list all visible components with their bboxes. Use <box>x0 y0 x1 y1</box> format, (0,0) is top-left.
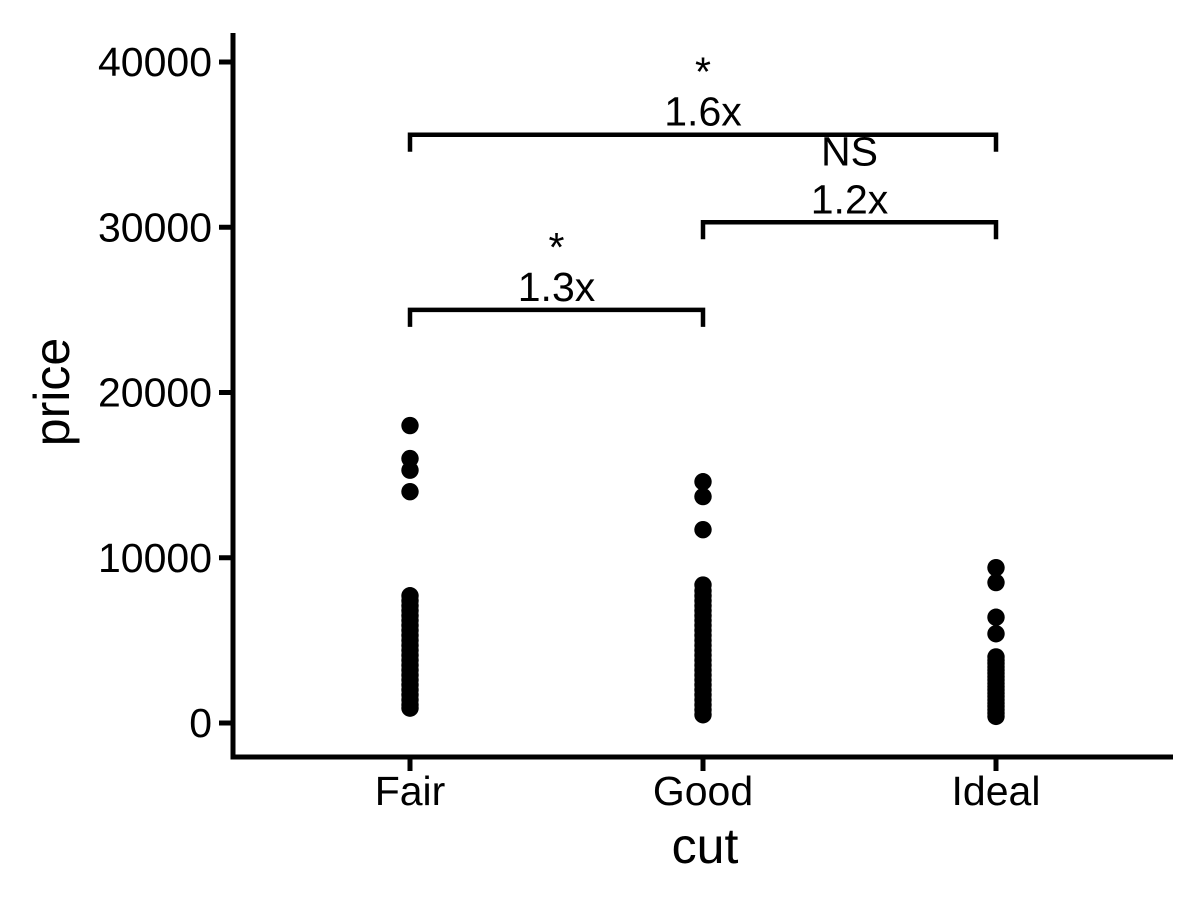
data-points-fair <box>401 416 419 717</box>
significance-label: * <box>695 49 711 95</box>
data-point <box>987 625 1005 643</box>
data-point <box>987 608 1005 626</box>
y-tick-label: 20000 <box>98 370 212 416</box>
data-point <box>987 558 1005 577</box>
data-point <box>694 487 712 506</box>
data-point <box>987 707 1005 726</box>
significance-label: NS <box>821 128 878 174</box>
significance-bracket <box>700 220 999 240</box>
y-tick-label: 40000 <box>98 39 212 85</box>
data-points-ideal <box>987 558 1005 726</box>
x-axis-title: cut <box>672 818 739 874</box>
data-point <box>987 573 1005 592</box>
significance-label: * <box>549 224 565 270</box>
data-point <box>401 482 419 501</box>
x-category-label: Ideal <box>952 768 1041 814</box>
significance-bracket <box>407 307 706 327</box>
axes: 0 10000 20000 30000 40000 Fair Good Ideal cut pri… <box>24 33 1173 874</box>
x-category-label: Fair <box>375 768 446 814</box>
data-point <box>401 416 419 435</box>
data-point <box>694 473 712 491</box>
y-tick-label: 10000 <box>98 535 212 581</box>
data-point <box>694 706 712 724</box>
y-tick-label: 0 <box>189 700 212 746</box>
significance-annotation: NS1.2x <box>700 128 999 240</box>
data-point <box>401 699 419 717</box>
y-tick-label: 30000 <box>98 204 212 250</box>
significance-bracket <box>407 132 999 152</box>
significance-annotation: *1.6x <box>407 49 999 152</box>
data-point <box>694 520 712 539</box>
data-points-good <box>694 473 712 724</box>
ratio-label: 1.3x <box>518 264 596 310</box>
ratio-label: 1.2x <box>811 176 889 222</box>
significance-annotation: *1.3x <box>407 224 706 327</box>
data-point <box>401 461 419 479</box>
x-category-label: Good <box>653 768 753 814</box>
ratio-label: 1.6x <box>664 89 742 135</box>
y-axis-title: price <box>24 338 80 446</box>
